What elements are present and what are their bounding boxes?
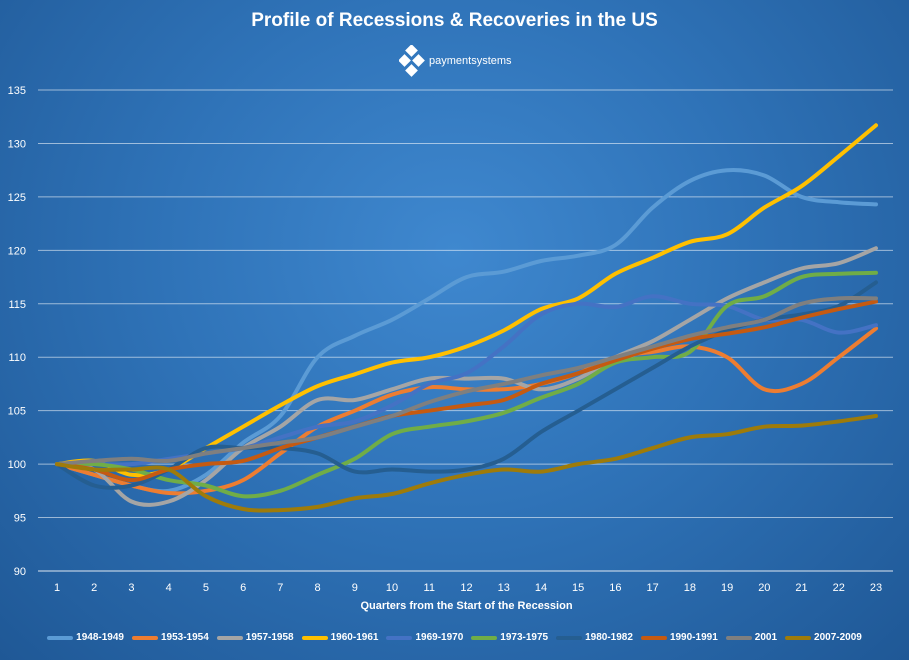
legend-item: 1948-1949 — [47, 632, 124, 643]
series-line — [55, 167, 878, 494]
legend-item: 1960-1961 — [301, 632, 379, 643]
x-tick-label: 9 — [352, 582, 358, 594]
x-tick-label: 5 — [203, 582, 209, 594]
legend-swatch — [47, 635, 74, 640]
y-tick-label: 110 — [8, 352, 26, 364]
paymentsystems-logo-icon — [399, 45, 425, 77]
series-line — [55, 296, 878, 467]
series-line — [55, 414, 878, 513]
series-line — [55, 270, 878, 499]
x-tick-label: 16 — [609, 582, 621, 594]
y-tick-label: 95 — [14, 513, 26, 525]
legend-swatch — [131, 635, 158, 640]
x-tick-label: 20 — [758, 582, 770, 594]
legend-swatch — [556, 635, 583, 640]
y-tick-label: 115 — [8, 299, 26, 311]
brand-logo: paymentsystems — [399, 45, 512, 77]
x-tick-label: 4 — [166, 582, 172, 594]
legend-swatch — [386, 635, 413, 640]
legend-swatch — [785, 635, 812, 640]
series-line — [55, 326, 878, 496]
legend-label: 2001 — [754, 632, 778, 643]
y-tick-label: 105 — [8, 406, 26, 418]
legend-label: 1953-1954 — [160, 632, 209, 643]
x-tick-label: 23 — [870, 582, 882, 594]
x-tick-label: 17 — [647, 582, 659, 594]
legend-item: 1957-1958 — [216, 632, 294, 643]
legend-item: 2007-2009 — [785, 632, 862, 643]
legend-swatch — [471, 635, 498, 640]
legend-swatch — [640, 635, 667, 640]
x-tick-label: 21 — [795, 582, 807, 594]
x-tick-label: 19 — [721, 582, 733, 594]
y-tick-label: 135 — [8, 85, 26, 97]
legend-label: 1969-1970 — [415, 632, 464, 643]
y-tick-label: 125 — [8, 192, 26, 204]
x-tick-label: 10 — [386, 582, 398, 594]
legend-label: 1973-1975 — [500, 632, 549, 643]
x-tick-label: 7 — [277, 582, 283, 594]
x-tick-label: 18 — [684, 582, 696, 594]
legend-swatch — [301, 635, 328, 640]
x-tick-label: 22 — [833, 582, 845, 594]
x-tick-label: 15 — [572, 582, 584, 594]
y-tick-label: 120 — [8, 245, 26, 257]
series-line — [55, 299, 878, 483]
y-tick-label: 130 — [8, 138, 26, 150]
x-tick-label: 11 — [424, 582, 435, 594]
legend-label: 1960-1961 — [330, 632, 379, 643]
legend-item: 1969-1970 — [386, 632, 463, 643]
legend-label: 1990-1991 — [669, 632, 718, 643]
legend-label: 1957-1958 — [245, 632, 294, 643]
legend-label: 2007-2009 — [814, 632, 862, 643]
x-tick-label: 1 — [54, 582, 60, 594]
x-tick-label: 2 — [91, 582, 97, 594]
x-tick-label: 12 — [460, 582, 472, 594]
chart-title: Profile of Recessions & Recoveries in th… — [251, 10, 658, 31]
legend-item: 2001 — [725, 632, 778, 643]
chart-legend: 1948-1949 1953-1954 1957-1958 1960-1961 1969… — [0, 632, 909, 643]
legend-label: 1948-1949 — [76, 632, 124, 643]
legend-item: 1953-1954 — [131, 632, 209, 643]
x-tick-label: 8 — [315, 582, 321, 594]
logo-text: paymentsystems — [429, 55, 512, 67]
y-tick-label: 100 — [8, 459, 26, 471]
x-axis-title: Quarters from the Start of the Recession — [360, 600, 572, 612]
y-tick-label: 90 — [14, 566, 26, 578]
x-tick-label: 13 — [498, 582, 510, 594]
x-tick-label: 14 — [535, 582, 547, 594]
legend-swatch — [216, 635, 243, 640]
legend-item: 1980-1982 — [556, 632, 633, 643]
legend-item: 1973-1975 — [471, 632, 548, 643]
x-tick-label: 6 — [240, 582, 246, 594]
legend-label: 1980-1982 — [585, 632, 633, 643]
legend-item: 1990-1991 — [640, 632, 718, 643]
x-tick-label: 3 — [128, 582, 134, 594]
legend-swatch — [725, 635, 752, 640]
